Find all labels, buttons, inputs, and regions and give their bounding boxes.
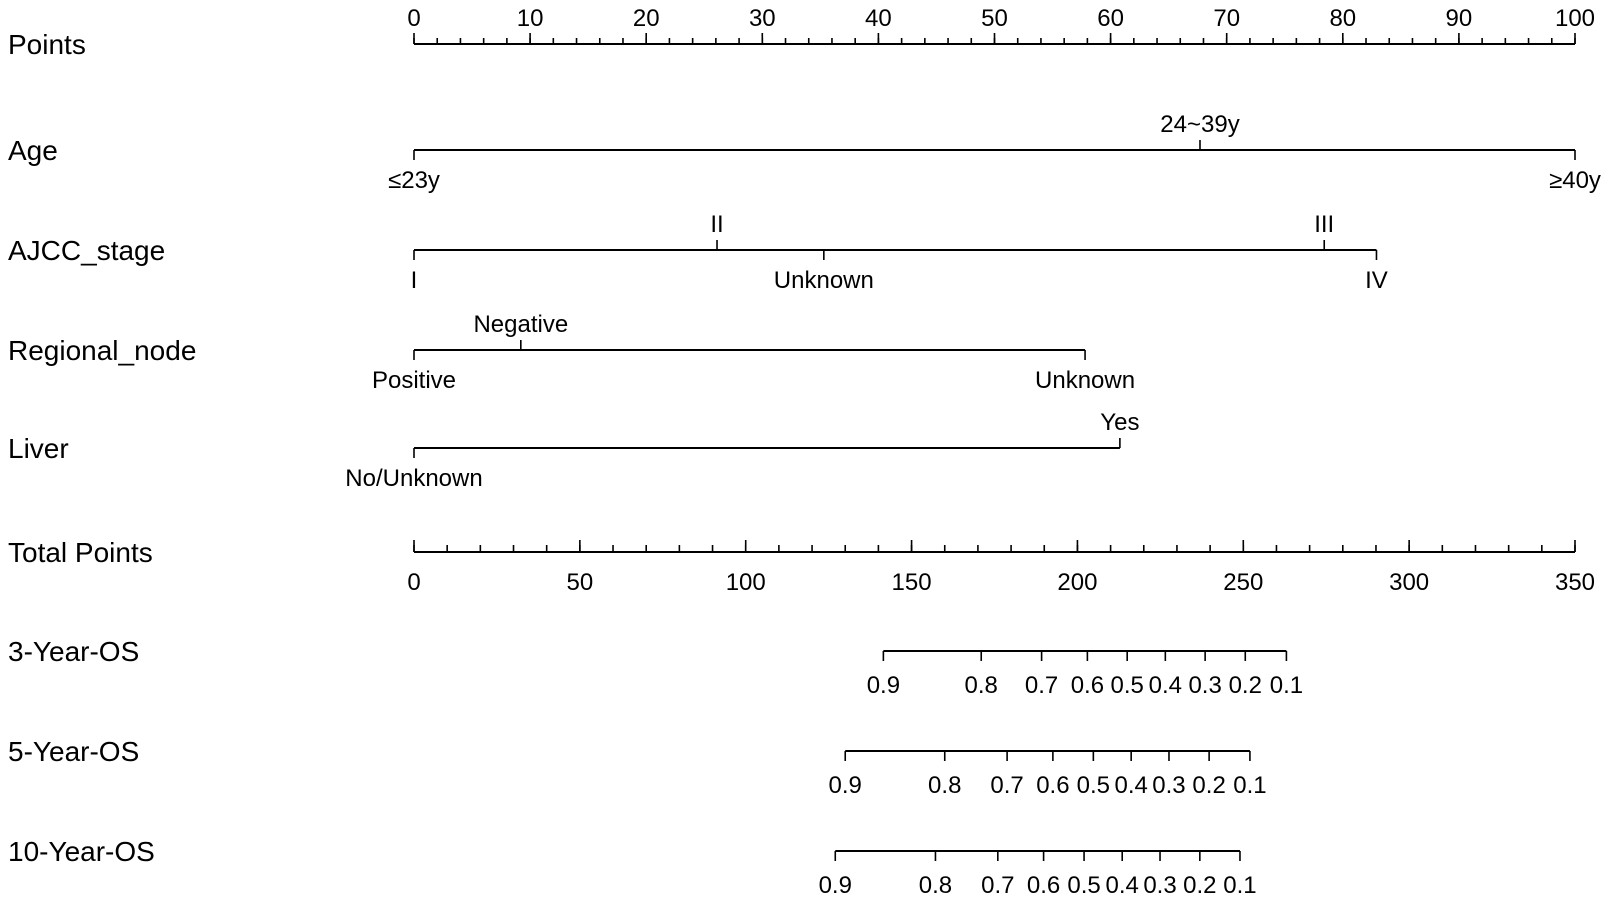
survival-axis-name: 3-Year-OS: [8, 636, 139, 667]
total-tick-label: 150: [892, 569, 932, 596]
level-label: III: [1314, 211, 1334, 238]
level-label: ≥40y: [1549, 167, 1601, 194]
survival-tick-label: 0.9: [829, 772, 862, 799]
points-tick-label: 60: [1097, 5, 1124, 32]
total-tick-label: 350: [1555, 569, 1595, 596]
survival-tick-label: 0.9: [819, 872, 852, 899]
survival-axis-row: [882, 650, 1288, 661]
total-tick-label: 0: [407, 569, 420, 596]
variable-row: [413, 340, 1086, 360]
survival-tick-label: 0.6: [1036, 772, 1069, 799]
points-tick-label: 30: [749, 5, 776, 32]
variable-name: Age: [8, 135, 58, 166]
survival-tick-label: 0.1: [1270, 672, 1303, 699]
points-tick-label: 50: [981, 5, 1008, 32]
total-points-label: Total Points: [8, 537, 153, 568]
level-label: Positive: [372, 367, 456, 394]
level-label: Unknown: [774, 267, 874, 294]
survival-tick-label: 0.6: [1027, 872, 1060, 899]
survival-tick-label: 0.7: [981, 872, 1014, 899]
total-tick-label: 200: [1057, 569, 1097, 596]
survival-tick-label: 0.4: [1106, 872, 1139, 899]
survival-tick-label: 0.5: [1067, 872, 1100, 899]
survival-tick-label: 0.2: [1192, 772, 1225, 799]
level-label: IV: [1365, 267, 1388, 294]
points-tick-label: 80: [1329, 5, 1356, 32]
level-label: Negative: [473, 311, 568, 338]
level-label: II: [710, 211, 723, 238]
survival-tick-label: 0.4: [1114, 772, 1147, 799]
variable-name: Liver: [8, 433, 69, 464]
survival-tick-label: 0.8: [919, 872, 952, 899]
points-tick-label: 70: [1213, 5, 1240, 32]
survival-tick-label: 0.3: [1188, 672, 1221, 699]
survival-tick-label: 0.8: [928, 772, 961, 799]
survival-tick-label: 0.2: [1229, 672, 1262, 699]
points-tick-label: 90: [1446, 5, 1473, 32]
variable-row: [413, 140, 1576, 160]
survival-tick-label: 0.5: [1077, 772, 1110, 799]
survival-axis-row: [844, 750, 1251, 761]
survival-tick-label: 0.2: [1183, 872, 1216, 899]
points-tick-label: 40: [865, 5, 892, 32]
survival-axis-name: 10-Year-OS: [8, 836, 155, 867]
survival-tick-label: 0.4: [1149, 672, 1182, 699]
variable-row: [413, 438, 1121, 458]
survival-tick-label: 0.1: [1233, 772, 1266, 799]
points-tick-label: 20: [633, 5, 660, 32]
level-label: Unknown: [1035, 367, 1135, 394]
survival-tick-label: 0.5: [1110, 672, 1143, 699]
level-label: No/Unknown: [345, 465, 482, 492]
survival-tick-label: 0.6: [1071, 672, 1104, 699]
survival-tick-label: 0.7: [990, 772, 1023, 799]
points-tick-label: 0: [407, 5, 420, 32]
level-label: 24~39y: [1160, 111, 1239, 138]
survival-axis-name: 5-Year-OS: [8, 736, 139, 767]
total-tick-label: 250: [1223, 569, 1263, 596]
total-tick-label: 300: [1389, 569, 1429, 596]
level-label: I: [411, 267, 418, 294]
survival-tick-label: 0.8: [965, 672, 998, 699]
variable-name: AJCC_stage: [8, 235, 165, 266]
survival-axis-row: [834, 850, 1241, 861]
survival-tick-label: 0.3: [1152, 772, 1185, 799]
survival-tick-label: 0.3: [1143, 872, 1176, 899]
total-tick-label: 50: [567, 569, 594, 596]
survival-tick-label: 0.7: [1025, 672, 1058, 699]
variable-row: [413, 240, 1378, 260]
points-tick-label: 10: [517, 5, 544, 32]
level-label: Yes: [1100, 409, 1139, 436]
level-label: ≤23y: [388, 167, 440, 194]
survival-tick-label: 0.9: [867, 672, 900, 699]
survival-tick-label: 0.1: [1223, 872, 1256, 899]
points-axis-label: Points: [8, 29, 86, 60]
points-tick-label: 100: [1555, 5, 1595, 32]
variable-name: Regional_node: [8, 335, 196, 366]
total-tick-label: 100: [726, 569, 766, 596]
